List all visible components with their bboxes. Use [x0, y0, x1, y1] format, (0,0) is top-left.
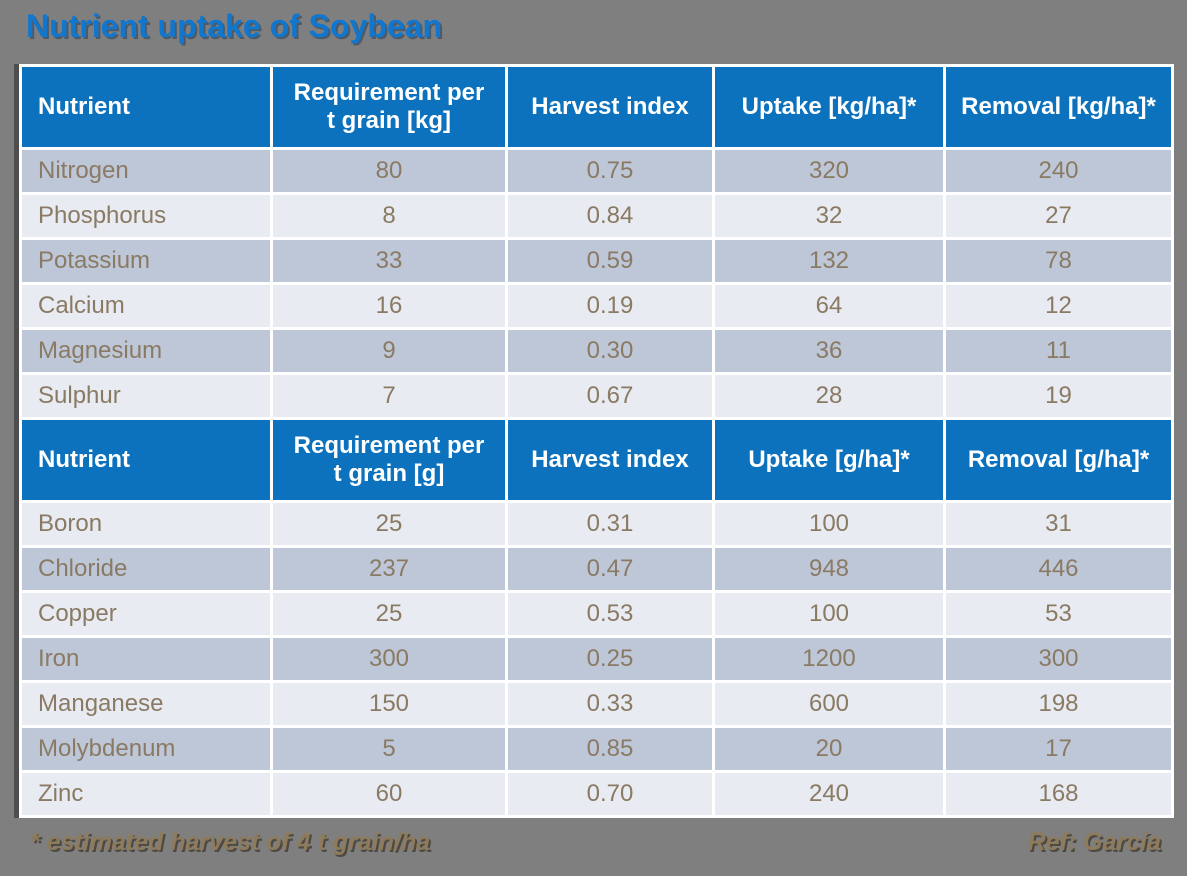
value-cell-harvest_index: 0.19	[508, 285, 712, 327]
value-cell-harvest_index: 0.75	[508, 150, 712, 192]
value-cell-requirement: 25	[273, 503, 505, 545]
value-cell-harvest_index: 0.84	[508, 195, 712, 237]
value-cell-harvest_index: 0.85	[508, 728, 712, 770]
table-row-nitrogen: Nitrogen 80 0.75 320 240	[22, 150, 1171, 192]
table-row-sulphur: Sulphur 7 0.67 28 19	[22, 375, 1171, 417]
table-row-copper: Copper 25 0.53 100 53	[22, 593, 1171, 635]
table-row-boron: Boron 25 0.31 100 31	[22, 503, 1171, 545]
column-header-removal: Removal [g/ha]*	[946, 420, 1171, 500]
column-header-harvest_index: Harvest index	[508, 420, 712, 500]
nutrient-table: Nutrient Requirement per t grain [kg] Harv…	[19, 64, 1174, 818]
value-cell-harvest_index: 0.30	[508, 330, 712, 372]
value-cell-uptake: 64	[715, 285, 943, 327]
column-header-uptake: Uptake [kg/ha]*	[715, 67, 943, 147]
table-row-chloride: Chloride 237 0.47 948 446	[22, 548, 1171, 590]
value-cell-uptake: 600	[715, 683, 943, 725]
value-cell-harvest_index: 0.70	[508, 773, 712, 815]
value-cell-harvest_index: 0.59	[508, 240, 712, 282]
value-cell-removal: 11	[946, 330, 1171, 372]
nutrient-name-cell: Nitrogen	[22, 150, 270, 192]
value-cell-removal: 31	[946, 503, 1171, 545]
value-cell-removal: 27	[946, 195, 1171, 237]
value-cell-removal: 53	[946, 593, 1171, 635]
value-cell-uptake: 948	[715, 548, 943, 590]
nutrient-name-cell: Manganese	[22, 683, 270, 725]
column-header-nutrient: Nutrient	[22, 67, 270, 147]
column-header-removal: Removal [kg/ha]*	[946, 67, 1171, 147]
value-cell-removal: 19	[946, 375, 1171, 417]
value-cell-requirement: 25	[273, 593, 505, 635]
nutrient-name-cell: Iron	[22, 638, 270, 680]
value-cell-uptake: 320	[715, 150, 943, 192]
value-cell-removal: 300	[946, 638, 1171, 680]
value-cell-requirement: 237	[273, 548, 505, 590]
value-cell-requirement: 7	[273, 375, 505, 417]
nutrient-table-wrapper: Nutrient Requirement per t grain [kg] Harv…	[14, 64, 1174, 818]
column-header-harvest_index: Harvest index	[508, 67, 712, 147]
page-title: Nutrient uptake of Soybean	[26, 8, 443, 44]
nutrient-name-cell: Boron	[22, 503, 270, 545]
table-row-potassium: Potassium 33 0.59 132 78	[22, 240, 1171, 282]
value-cell-requirement: 300	[273, 638, 505, 680]
nutrient-name-cell: Potassium	[22, 240, 270, 282]
nutrient-name-cell: Chloride	[22, 548, 270, 590]
value-cell-requirement: 16	[273, 285, 505, 327]
value-cell-uptake: 36	[715, 330, 943, 372]
column-header-requirement: Requirement per t grain [g]	[273, 420, 505, 500]
value-cell-uptake: 28	[715, 375, 943, 417]
value-cell-removal: 78	[946, 240, 1171, 282]
value-cell-uptake: 240	[715, 773, 943, 815]
footnote-harvest-estimate: * estimated harvest of 4 t grain/ha	[30, 828, 431, 856]
value-cell-requirement: 8	[273, 195, 505, 237]
table-row-calcium: Calcium 16 0.19 64 12	[22, 285, 1171, 327]
table-row-molybdenum: Molybdenum 5 0.85 20 17	[22, 728, 1171, 770]
value-cell-uptake: 20	[715, 728, 943, 770]
table-row-magnesium: Magnesium 9 0.30 36 11	[22, 330, 1171, 372]
table-row-zinc: Zinc 60 0.70 240 168	[22, 773, 1171, 815]
column-header-requirement: Requirement per t grain [kg]	[273, 67, 505, 147]
value-cell-uptake: 32	[715, 195, 943, 237]
value-cell-harvest_index: 0.33	[508, 683, 712, 725]
nutrient-name-cell: Copper	[22, 593, 270, 635]
table-header-row: Nutrient Requirement per t grain [kg] Harv…	[22, 67, 1171, 147]
value-cell-uptake: 132	[715, 240, 943, 282]
value-cell-uptake: 100	[715, 593, 943, 635]
value-cell-removal: 446	[946, 548, 1171, 590]
table-header-row: Nutrient Requirement per t grain [g] Harve…	[22, 420, 1171, 500]
value-cell-harvest_index: 0.31	[508, 503, 712, 545]
footnote-bar: * estimated harvest of 4 t grain/ha Ref:…	[30, 828, 1161, 857]
nutrient-name-cell: Molybdenum	[22, 728, 270, 770]
table-row-manganese: Manganese 150 0.33 600 198	[22, 683, 1171, 725]
value-cell-removal: 240	[946, 150, 1171, 192]
value-cell-requirement: 80	[273, 150, 505, 192]
nutrient-name-cell: Phosphorus	[22, 195, 270, 237]
value-cell-harvest_index: 0.53	[508, 593, 712, 635]
value-cell-removal: 198	[946, 683, 1171, 725]
value-cell-removal: 168	[946, 773, 1171, 815]
value-cell-removal: 17	[946, 728, 1171, 770]
value-cell-uptake: 1200	[715, 638, 943, 680]
value-cell-uptake: 100	[715, 503, 943, 545]
value-cell-removal: 12	[946, 285, 1171, 327]
value-cell-harvest_index: 0.25	[508, 638, 712, 680]
nutrient-name-cell: Sulphur	[22, 375, 270, 417]
nutrient-name-cell: Zinc	[22, 773, 270, 815]
value-cell-harvest_index: 0.47	[508, 548, 712, 590]
column-header-uptake: Uptake [g/ha]*	[715, 420, 943, 500]
nutrient-name-cell: Magnesium	[22, 330, 270, 372]
value-cell-requirement: 33	[273, 240, 505, 282]
value-cell-requirement: 150	[273, 683, 505, 725]
value-cell-requirement: 60	[273, 773, 505, 815]
value-cell-harvest_index: 0.67	[508, 375, 712, 417]
column-header-nutrient: Nutrient	[22, 420, 270, 500]
footnote-reference: Ref: García	[1027, 828, 1161, 856]
table-row-iron: Iron 300 0.25 1200 300	[22, 638, 1171, 680]
value-cell-requirement: 9	[273, 330, 505, 372]
table-row-phosphorus: Phosphorus 8 0.84 32 27	[22, 195, 1171, 237]
value-cell-requirement: 5	[273, 728, 505, 770]
nutrient-name-cell: Calcium	[22, 285, 270, 327]
